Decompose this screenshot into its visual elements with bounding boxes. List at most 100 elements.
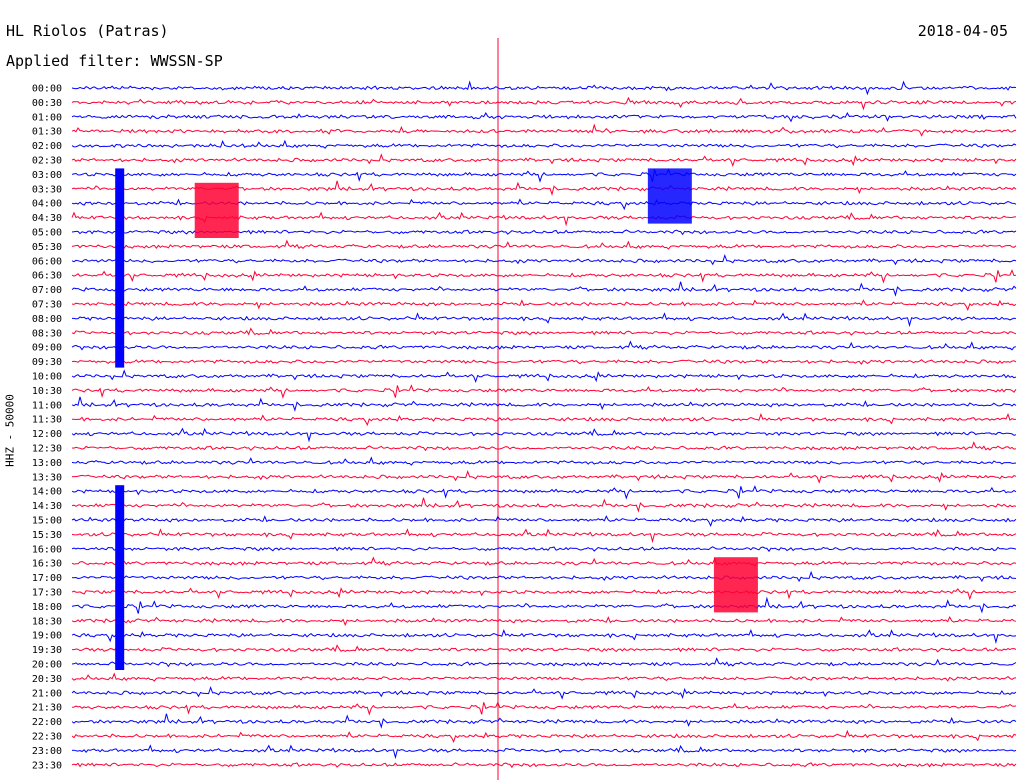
tick-label: 06:30 <box>32 271 62 282</box>
tick-label: 07:30 <box>32 300 62 311</box>
tick-label: 01:00 <box>32 112 62 123</box>
trace-row <box>71 515 1017 527</box>
trace-row <box>71 744 1017 760</box>
trace-row <box>71 396 1017 412</box>
trace-row <box>71 441 1017 452</box>
trace-row <box>71 701 1017 716</box>
seismic-event <box>647 168 692 224</box>
tick-label: 07:00 <box>32 285 62 296</box>
tick-label: 13:00 <box>32 458 62 469</box>
tick-label: 05:30 <box>32 242 62 253</box>
tick-label: 15:30 <box>32 530 62 541</box>
trace-row <box>71 153 1017 167</box>
trace-row <box>71 384 1017 399</box>
date-label: 2018-04-05 <box>917 22 1008 40</box>
tick-label: 06:00 <box>32 256 62 267</box>
trace-row <box>71 657 1017 668</box>
trace-row <box>71 469 1017 484</box>
trace-row <box>71 80 1017 96</box>
trace-row <box>71 281 1017 297</box>
trace-row <box>71 556 1017 567</box>
trace-row <box>71 685 1017 700</box>
trace-row <box>71 253 1017 266</box>
tick-label: 13:30 <box>32 472 62 483</box>
tick-label: 12:30 <box>32 444 62 455</box>
tick-label: 05:00 <box>32 228 62 239</box>
tick-label: 21:00 <box>32 688 62 699</box>
tick-label: 09:00 <box>32 343 62 354</box>
seismic-event <box>713 557 758 613</box>
tick-label: 02:30 <box>32 156 62 167</box>
trace-row <box>71 340 1017 351</box>
tick-label: 11:30 <box>32 415 62 426</box>
tick-label: 16:30 <box>32 559 62 570</box>
tick-label: 20:30 <box>32 674 62 685</box>
tick-label: 17:00 <box>32 573 62 584</box>
tick-label: 08:30 <box>32 328 62 339</box>
seismic-event <box>115 168 125 368</box>
tick-label: 00:30 <box>32 98 62 109</box>
trace-row <box>72 644 1017 653</box>
trace-row <box>71 112 1017 123</box>
tick-label: 15:00 <box>32 516 62 527</box>
trace-row <box>71 596 1017 614</box>
tick-label: 14:30 <box>32 501 62 512</box>
tick-label: 01:30 <box>32 127 62 138</box>
trace-row <box>71 96 1017 111</box>
tick-label: 11:00 <box>32 400 62 411</box>
tick-label: 10:00 <box>32 372 62 383</box>
tick-label: 00:00 <box>32 84 62 95</box>
tick-label: 02:00 <box>32 141 62 152</box>
tick-label: 14:00 <box>32 487 62 498</box>
filter-label: Applied filter: WWSSN-SP <box>6 52 223 70</box>
trace-row <box>71 369 1017 383</box>
trace-row <box>71 762 1017 769</box>
tick-label: 18:00 <box>32 602 62 613</box>
trace-row <box>71 139 1017 149</box>
tick-label: 03:00 <box>32 170 62 181</box>
trace-row <box>71 615 1017 627</box>
trace-row <box>71 359 1017 365</box>
tick-label: 16:00 <box>32 544 62 555</box>
trace-row <box>71 485 1017 500</box>
trace-row <box>71 239 1017 250</box>
trace-row <box>71 123 1017 137</box>
tick-label: 09:30 <box>32 357 62 368</box>
trace-row <box>71 327 1017 336</box>
tick-label: 18:30 <box>32 616 62 627</box>
tick-label: 04:00 <box>32 199 62 210</box>
tick-label: 10:30 <box>32 386 62 397</box>
trace-row <box>71 587 1017 601</box>
trace-row <box>71 168 1017 183</box>
trace-row <box>71 528 1017 544</box>
trace-row <box>71 729 1017 743</box>
tick-label: 17:30 <box>32 588 62 599</box>
tick-label: 04:30 <box>32 213 62 224</box>
tick-label: 03:30 <box>32 184 62 195</box>
trace-row <box>71 570 1017 583</box>
trace-row <box>72 312 1017 328</box>
trace-row <box>71 628 1017 645</box>
trace-row <box>71 497 1017 513</box>
tick-label: 20:00 <box>32 660 62 671</box>
trace-row <box>71 713 1017 729</box>
tick-label: 19:00 <box>32 631 62 642</box>
seismic-event <box>194 182 239 238</box>
tick-label: 08:00 <box>32 314 62 325</box>
tick-label: 19:30 <box>32 645 62 656</box>
tick-label: 23:30 <box>32 760 62 771</box>
trace-row <box>71 546 1017 553</box>
tick-label: 22:00 <box>32 717 62 728</box>
tick-label: 22:30 <box>32 732 62 743</box>
seismic-event <box>115 485 125 670</box>
trace-row <box>71 269 1017 284</box>
trace-row <box>71 427 1017 443</box>
tick-label: 21:30 <box>32 703 62 714</box>
trace-row <box>71 412 1017 427</box>
trace-row <box>71 672 1017 682</box>
tick-label: 12:00 <box>32 429 62 440</box>
trace-row <box>71 456 1017 466</box>
station-title: HL Riolos (Patras) <box>6 22 169 40</box>
trace-row <box>71 299 1017 311</box>
